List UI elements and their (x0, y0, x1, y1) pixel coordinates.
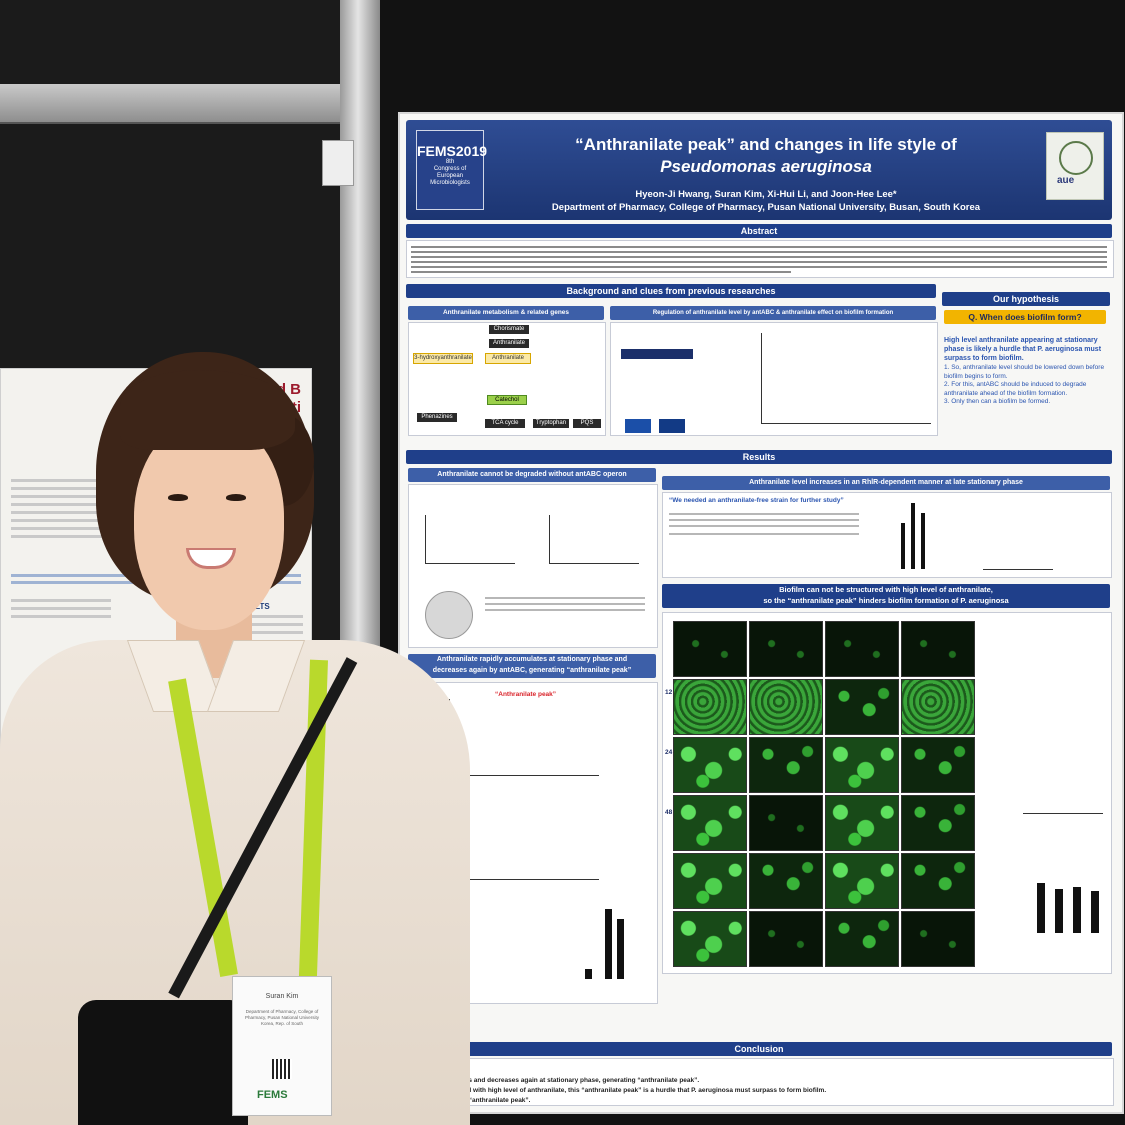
cannot-degrade-subheading: Anthranilate cannot be degraded without … (408, 468, 656, 482)
research-poster: FEMS2019 8th Congress of European Microb… (398, 112, 1124, 1114)
microscopy-image (749, 737, 823, 793)
shoulder-bag (78, 1000, 248, 1125)
microscopy-image (749, 911, 823, 967)
presenter-eye-left (168, 494, 188, 501)
conclusion-text: apidly accumulates and decreases again a… (412, 1077, 827, 1104)
hypothesis-item: 3. Only then can a biofilm be formed. (944, 398, 1051, 405)
free-strain-quote: “We needed an anthranilate-free strain f… (669, 497, 844, 504)
microscopy-image (749, 621, 823, 677)
abstract-body (406, 240, 1114, 278)
microscopy-image (673, 795, 747, 851)
hypothesis-question: Q. When does biofilm form? (944, 310, 1106, 324)
poster-title: “Anthranilate peak” and changes in life … (575, 135, 957, 176)
board-number-tag (322, 140, 354, 186)
microscopy-image (901, 911, 975, 967)
microscopy-image (901, 737, 975, 793)
biofilm-microscopy-panel: 12 h 24 h 48 h (662, 612, 1112, 974)
microscopy-image (749, 795, 823, 851)
anthranilate-peak-label: “Anthranilate peak” (495, 691, 557, 698)
growth-charts (408, 484, 658, 648)
name-badge: Suran Kim Department of Pharmacy, Colleg… (232, 976, 332, 1116)
biofilm-subheading: Biofilm can not be structured with high … (662, 584, 1110, 608)
microscopy-image (673, 911, 747, 967)
microscopy-image (825, 737, 899, 793)
presenter-eye-right (226, 494, 246, 501)
microscopy-image (673, 621, 747, 677)
microscopy-image (673, 737, 747, 793)
microscopy-image (901, 853, 975, 909)
university-logo: aue (1046, 132, 1104, 200)
qr-code-icon (272, 1059, 292, 1079)
abstract-heading: Abstract (406, 224, 1112, 238)
microscopy-image (749, 853, 823, 909)
badge-fems-logo: FEMS (257, 1089, 288, 1101)
microscopy-image (901, 795, 975, 851)
conclusion-heading: Conclusion (406, 1042, 1112, 1056)
hypothesis-heading: Our hypothesis (942, 292, 1110, 306)
hypothesis-list: 1. So, anthranilate level should be lowe… (944, 364, 1106, 407)
hypothesis-statement: High level anthranilate appearing at sta… (944, 337, 1102, 362)
badge-name: Suran Kim (265, 993, 299, 1000)
background-heading: Background and clues from previous resea… (406, 284, 936, 298)
regulation-subheading: Regulation of anthranilate level by antA… (610, 306, 936, 320)
microscopy-image (825, 853, 899, 909)
accumulates-subheading: Anthranilate rapidly accumulates at stat… (408, 654, 656, 678)
microscopy-image (749, 679, 823, 735)
results-heading: Results (406, 450, 1112, 464)
microscopy-image (825, 621, 899, 677)
rhlr-panel: “We needed an anthranilate-free strain f… (662, 492, 1112, 578)
microscopy-image (825, 679, 899, 735)
conclusion-body (406, 1058, 1114, 1106)
metabolism-diagram: 3-hydroxyanthranilate Anthranilate Chori… (408, 322, 606, 436)
microscopy-image (673, 853, 747, 909)
microscopy-image (825, 795, 899, 851)
microscopy-image (673, 679, 747, 735)
booth-frame-beam (0, 84, 345, 124)
metabolism-subheading: Anthranilate metabolism & related genes (408, 306, 604, 320)
rhlr-subheading: Anthranilate level increases in an RhlR-… (662, 476, 1110, 490)
poster-authors: Hyeon-Ji Hwang, Suran Kim, Xi-Hui Li, an… (551, 189, 981, 213)
presenter-face (134, 420, 284, 630)
regulation-diagram (610, 322, 938, 436)
poster-header: FEMS2019 8th Congress of European Microb… (406, 120, 1112, 220)
hypothesis-item: 1. So, anthranilate level should be lowe… (944, 364, 1105, 380)
badge-affiliation: Department of Pharmacy, College of Pharm… (245, 1009, 319, 1026)
fems2019-logo: FEMS2019 8th Congress of European Microb… (416, 130, 487, 210)
microscopy-image (901, 621, 975, 677)
microscopy-image (825, 911, 899, 967)
presenter-bangs (120, 370, 295, 450)
microscopy-image (901, 679, 975, 735)
hypothesis-item: 2. For this, antABC should be induced to… (944, 381, 1087, 397)
university-seal-icon (1059, 141, 1093, 175)
